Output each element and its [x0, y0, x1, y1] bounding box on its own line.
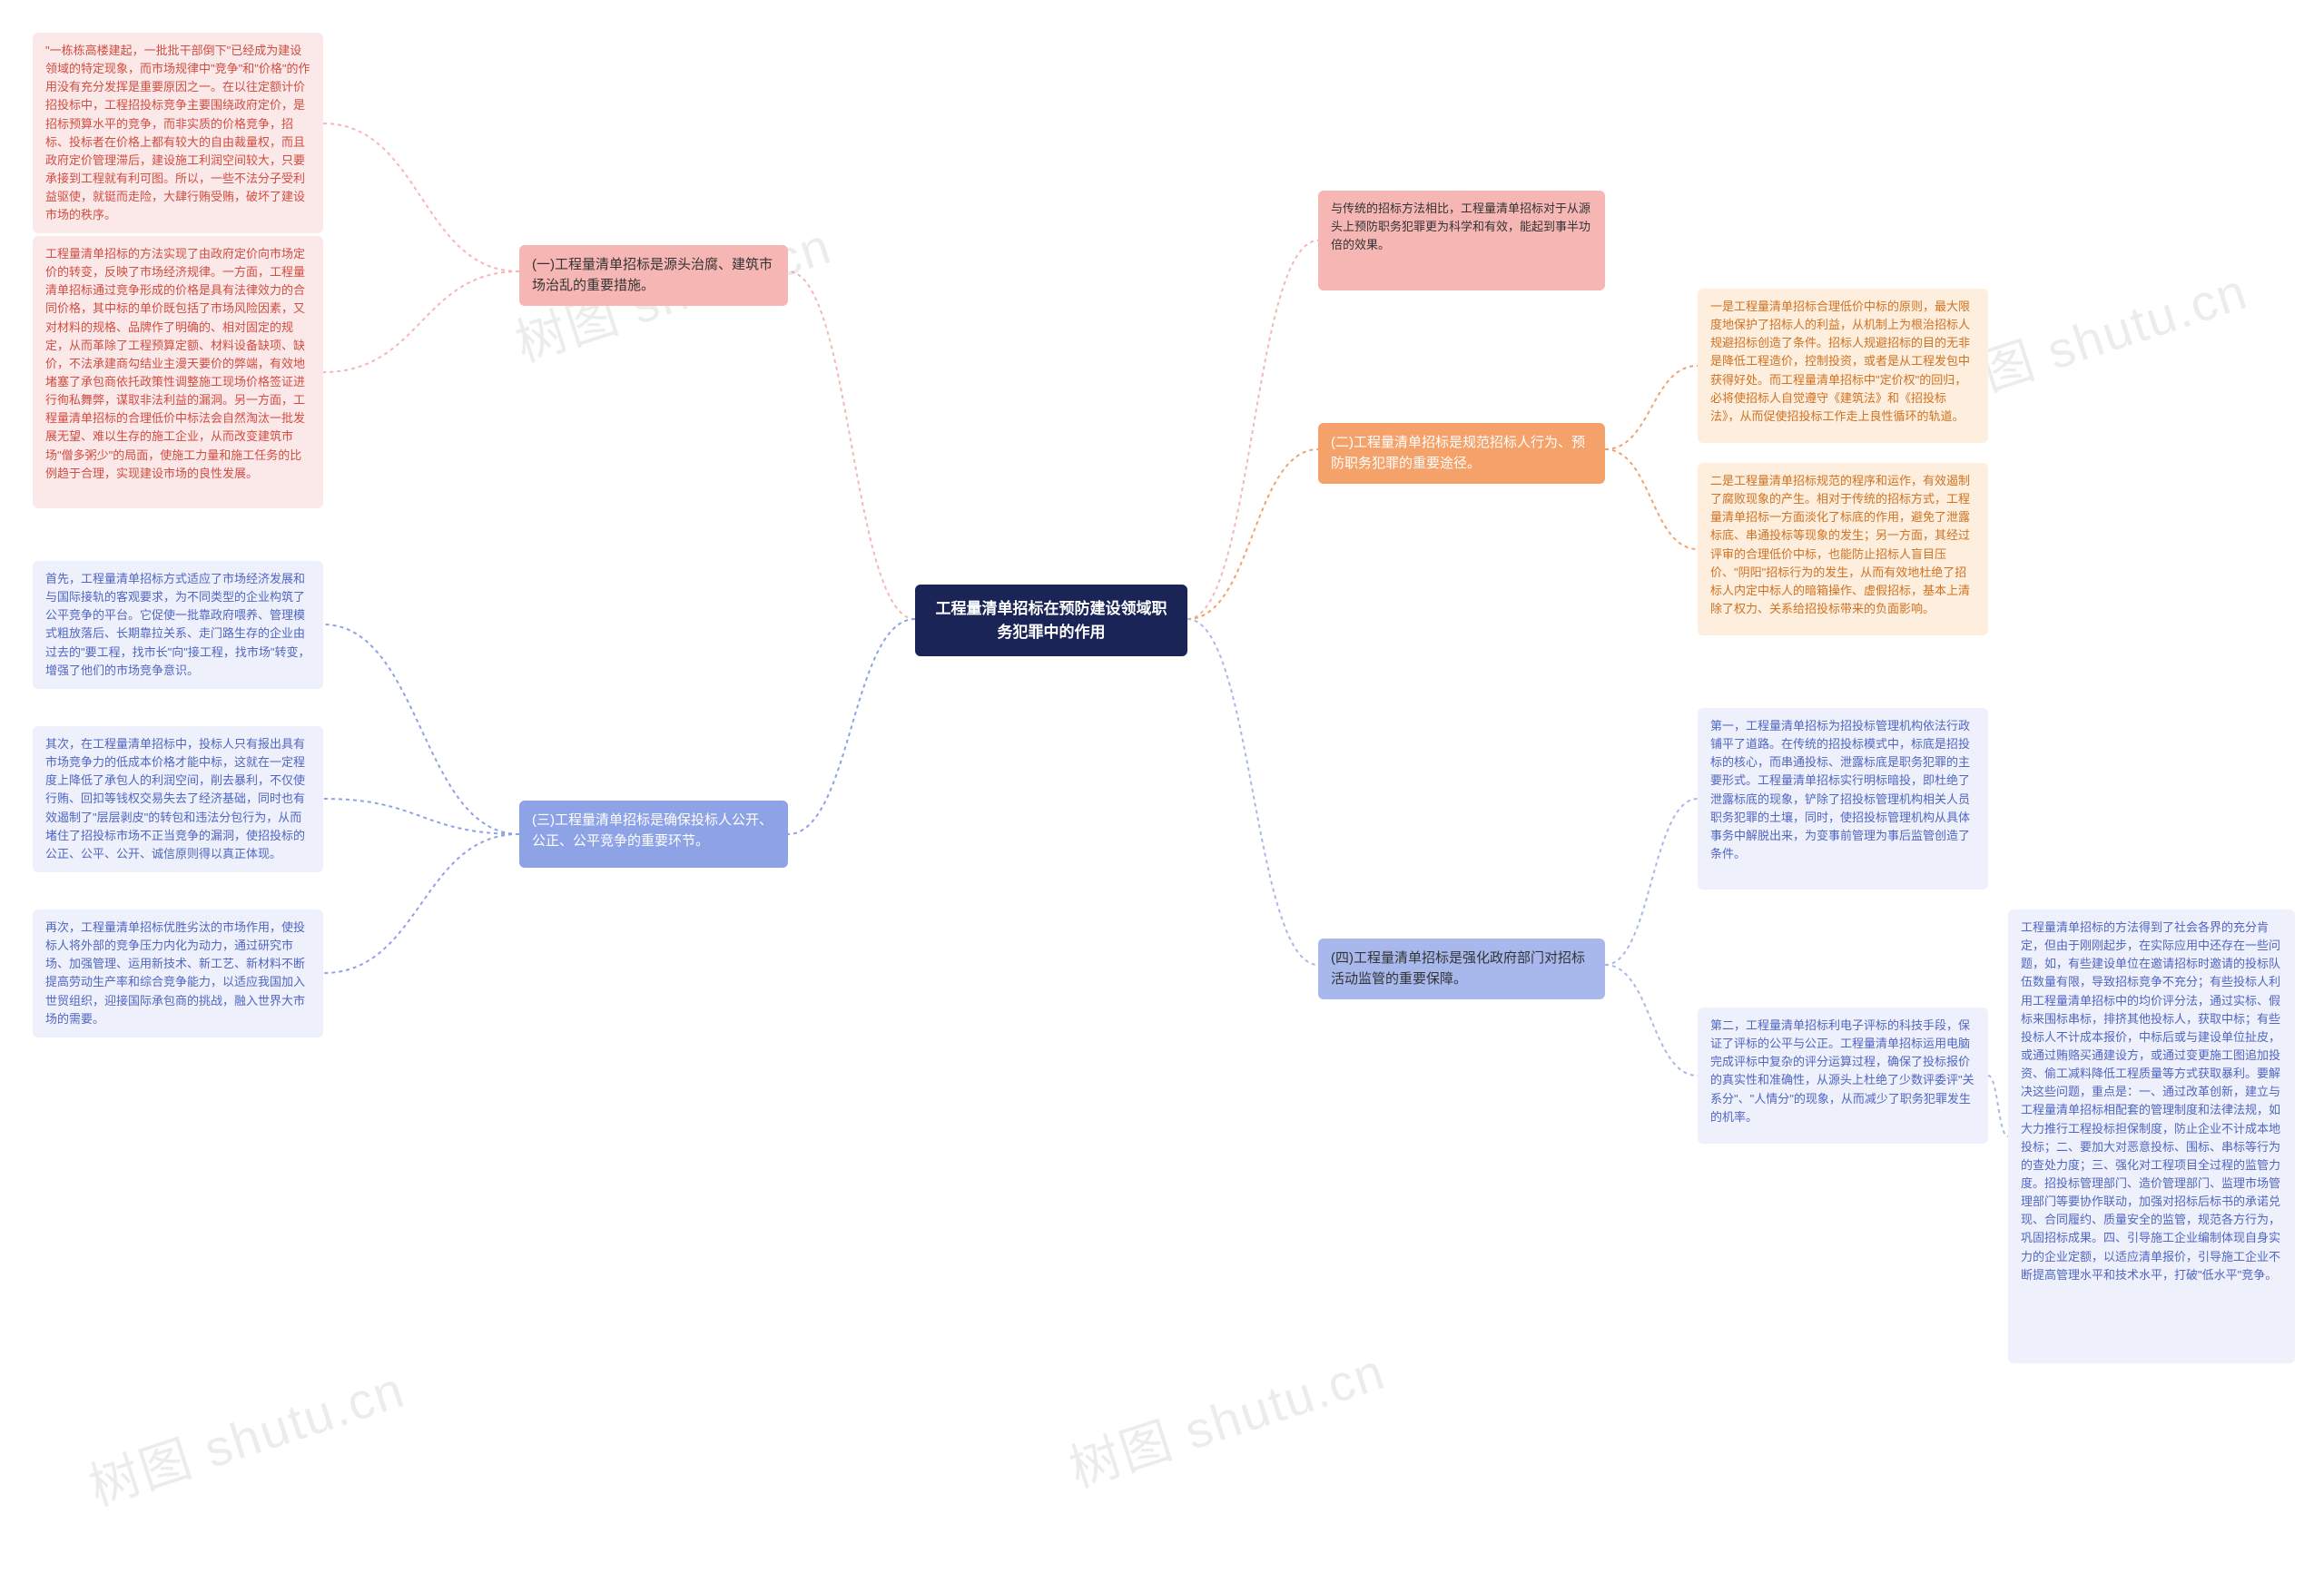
- branch-node[interactable]: 与传统的招标方法相比，工程量清单招标对于从源头上预防职务犯罪更为科学和有效，能起…: [1318, 191, 1605, 290]
- mindmap-stage: 工程量清单招标在预防建设领域职务犯罪中的作用 (一)工程量清单招标是源头治腐、建筑…: [0, 0, 2324, 1573]
- branch-node[interactable]: (四)工程量清单招标是强化政府部门对招标活动监管的重要保障。: [1318, 939, 1605, 999]
- root-node[interactable]: 工程量清单招标在预防建设领域职务犯罪中的作用: [915, 585, 1187, 656]
- leaf-node[interactable]: 一是工程量清单招标合理低价中标的原则，最大限度地保护了招标人的利益，从机制上为根…: [1698, 289, 1988, 443]
- leaf-node[interactable]: 第二，工程量清单招标利电子评标的科技手段，保证了评标的公平与公正。工程量清单招标…: [1698, 1008, 1988, 1144]
- branch-node[interactable]: (一)工程量清单招标是源头治腐、建筑市场治乱的重要措施。: [519, 245, 788, 306]
- leaf-node[interactable]: 工程量清单招标的方法得到了社会各界的充分肯定，但由于刚刚起步，在实际应用中还存在…: [2008, 909, 2295, 1363]
- leaf-node[interactable]: "一栋栋高楼建起，一批批干部倒下"已经成为建设领域的特定现象，而市场规律中"竞争…: [33, 33, 323, 233]
- branch-node[interactable]: (二)工程量清单招标是规范招标人行为、预防职务犯罪的重要途径。: [1318, 423, 1605, 484]
- leaf-node[interactable]: 二是工程量清单招标规范的程序和运作，有效遏制了腐败现象的产生。相对于传统的招标方…: [1698, 463, 1988, 635]
- leaf-node[interactable]: 其次，在工程量清单招标中，投标人只有报出具有市场竞争力的低成本价格才能中标，这就…: [33, 726, 323, 872]
- leaf-node[interactable]: 工程量清单招标的方法实现了由政府定价向市场定价的转变，反映了市场经济规律。一方面…: [33, 236, 323, 508]
- leaf-node[interactable]: 再次，工程量清单招标优胜劣汰的市场作用，使投标人将外部的竞争压力内化为动力，通过…: [33, 909, 323, 1037]
- branch-node[interactable]: (三)工程量清单招标是确保投标人公开、公正、公平竞争的重要环节。: [519, 801, 788, 868]
- leaf-node[interactable]: 第一，工程量清单招标为招投标管理机构依法行政铺平了道路。在传统的招投标模式中，标…: [1698, 708, 1988, 890]
- leaf-node[interactable]: 首先，工程量清单招标方式适应了市场经济发展和与国际接轨的客观要求，为不同类型的企…: [33, 561, 323, 689]
